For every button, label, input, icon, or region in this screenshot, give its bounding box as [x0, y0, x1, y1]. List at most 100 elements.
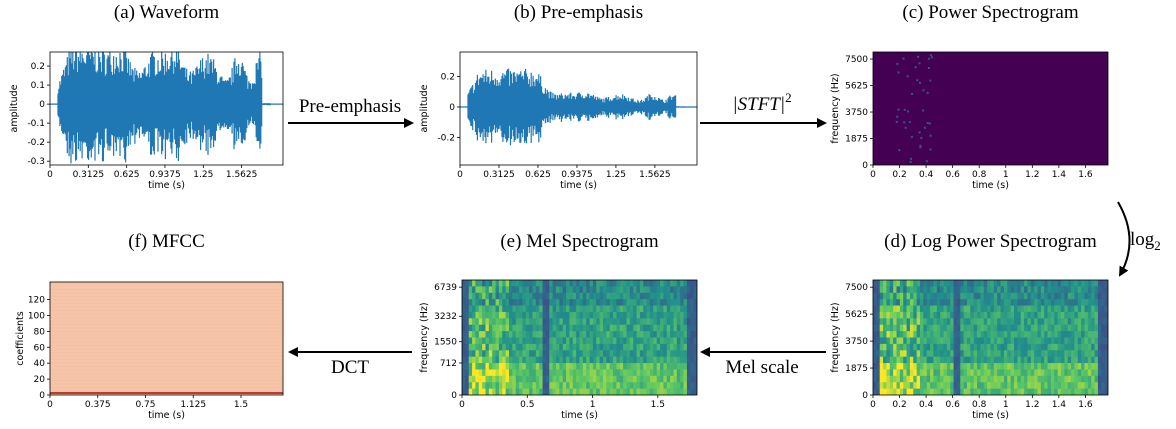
heatmap-cell	[556, 350, 560, 358]
heatmap-cell	[1057, 311, 1062, 319]
heatmap-cell	[686, 356, 691, 364]
heatmap-cell	[916, 369, 921, 377]
heatmap-cell	[889, 286, 894, 294]
heatmap-cell	[1054, 331, 1059, 338]
heatmap-cell	[616, 382, 621, 390]
heatmap-cell	[889, 388, 894, 395]
heatmap-cell	[576, 311, 580, 319]
heatmap-cell	[970, 350, 975, 358]
x-tick-label: 1.2	[1025, 170, 1039, 180]
heatmap-cell	[1074, 299, 1079, 307]
heatmap-cell	[1044, 299, 1049, 307]
heatmap-cell	[522, 369, 527, 377]
heatmap-cell	[879, 331, 884, 338]
heatmap-cell	[906, 318, 911, 326]
heatmap-cell	[1094, 382, 1099, 390]
heatmap-cell	[936, 318, 941, 326]
heatmap-cell	[572, 382, 577, 390]
heatmap-cell	[1097, 280, 1102, 287]
heatmap-cell	[983, 286, 988, 294]
heatmap-cell	[475, 369, 480, 377]
heatmap-cell	[926, 318, 931, 326]
heatmap-cell	[656, 305, 661, 313]
heatmap-cell	[913, 305, 918, 313]
heatmap-cell	[990, 280, 995, 287]
heatmap-cell	[472, 324, 476, 332]
heatmap-cell	[488, 369, 493, 377]
heatmap-cell	[549, 305, 554, 313]
heatmap-cell	[879, 318, 884, 326]
heatmap-cell	[943, 331, 948, 338]
heatmap-cell	[592, 324, 597, 332]
heatmap-cell	[1061, 318, 1065, 326]
heatmap-cell	[676, 382, 681, 390]
heatmap-cell	[502, 324, 507, 332]
heatmap-cell	[946, 311, 951, 319]
heatmap-cell	[670, 382, 674, 390]
heatmap-cell	[603, 286, 607, 294]
heatmap-cell	[626, 363, 631, 370]
heatmap-cell	[468, 292, 473, 300]
heatmap-cell	[980, 299, 985, 307]
heatmap-cell	[545, 286, 550, 294]
heatmap-cell	[589, 356, 594, 364]
heatmap-cell	[639, 375, 644, 383]
heatmap-cell	[686, 363, 691, 370]
heatmap-cell	[468, 337, 473, 345]
heatmap-cell	[562, 286, 567, 294]
heatmap-cell	[903, 388, 908, 395]
heatmap-cell	[883, 318, 887, 326]
heatmap-cell	[1024, 337, 1028, 345]
heatmap-cell	[997, 311, 1002, 319]
heatmap-cell	[1014, 375, 1018, 383]
heatmap-cell	[956, 299, 961, 307]
heatmap-cell	[472, 382, 476, 390]
heatmap-cell	[502, 375, 507, 383]
heatmap-cell	[1014, 343, 1018, 351]
heatmap-cell	[1044, 331, 1049, 338]
heatmap-cell	[539, 356, 544, 364]
heatmap-cell	[906, 292, 911, 300]
heatmap-cell	[613, 280, 617, 287]
heatmap-cell	[519, 280, 523, 287]
heatmap-cell	[940, 318, 944, 326]
heatmap-cell	[987, 343, 991, 351]
heatmap-cell	[606, 324, 611, 332]
heatmap-cell	[967, 299, 971, 307]
heatmap-cell	[1014, 324, 1018, 332]
heatmap-cell	[883, 350, 887, 358]
heatmap-cell	[997, 318, 1002, 326]
heatmap-cell	[562, 311, 567, 319]
heatmap-cell	[468, 356, 473, 364]
heatmap-cell	[522, 363, 527, 370]
heatmap-cell	[462, 375, 466, 383]
heatmap-cell	[1003, 318, 1008, 326]
heatmap-cell	[940, 369, 944, 377]
heatmap-cell	[525, 369, 530, 377]
y-tick-label: 100	[28, 311, 45, 321]
heatmap-cell	[1027, 382, 1032, 390]
heatmap-cell	[933, 299, 938, 307]
heatmap-cell	[549, 375, 554, 383]
heatmap-cell	[1037, 375, 1042, 383]
heatmap-cell	[522, 375, 527, 383]
heatmap-cell	[673, 318, 678, 326]
heatmap-cell	[873, 382, 877, 390]
heatmap-cell	[883, 343, 887, 351]
heatmap-cell	[1061, 382, 1065, 390]
heatmap-cell	[909, 286, 914, 294]
heatmap-cell	[556, 343, 560, 351]
heatmap-cell	[613, 318, 617, 326]
heatmap-cell	[515, 280, 520, 287]
heatmap-cell	[1007, 343, 1012, 351]
heatmap-cell	[676, 324, 681, 332]
heatmap-cell	[1061, 356, 1065, 364]
heatmap-cell	[670, 286, 674, 294]
heatmap-cell	[613, 324, 617, 332]
panel-title: (a) Waveform	[114, 2, 219, 23]
heatmap-cell	[592, 388, 597, 395]
heatmap-cell	[899, 305, 904, 313]
heatmap-cell	[542, 343, 547, 351]
heatmap-cell	[1104, 305, 1108, 313]
heatmap-cell	[889, 305, 894, 313]
